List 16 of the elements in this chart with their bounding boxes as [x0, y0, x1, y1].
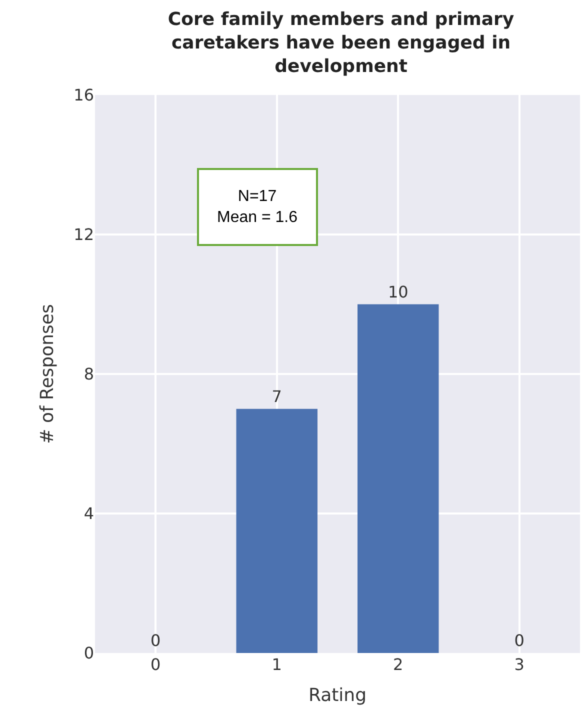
y-tick-label: 16: [74, 86, 94, 105]
y-axis-title: # of Responses: [36, 304, 58, 444]
x-tick-label: 2: [393, 655, 404, 674]
x-tick-label: 1: [272, 655, 282, 674]
y-tick-label: 8: [84, 364, 94, 384]
data-label: 7: [272, 386, 282, 406]
y-tick-label: 12: [74, 225, 94, 244]
y-tick-label: 4: [84, 504, 94, 524]
data-label: 0: [150, 631, 161, 650]
x-tick-label: 3: [514, 655, 524, 674]
data-label: 0: [514, 631, 524, 650]
data-label: 10: [388, 282, 408, 302]
annotation: N=17 Mean = 1.6: [217, 188, 298, 226]
chart-title: Core family members and primary caretakers have been engaged in development: [168, 9, 514, 78]
x-axis-title: Rating: [308, 685, 367, 706]
x-tick-label: 0: [150, 655, 161, 674]
